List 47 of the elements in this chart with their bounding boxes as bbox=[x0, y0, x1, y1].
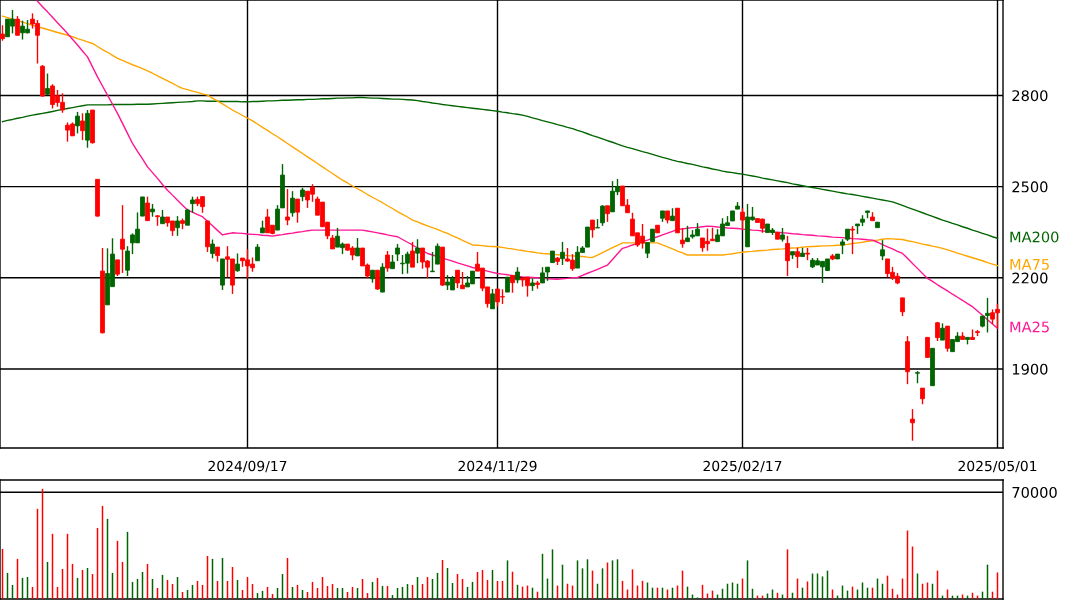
candlestick bbox=[850, 225, 855, 255]
candlestick bbox=[125, 245, 130, 277]
candlestick bbox=[175, 215, 180, 237]
candlestick bbox=[15, 15, 20, 37]
candlestick bbox=[140, 196, 145, 217]
y-tick-label: 2200 bbox=[1012, 272, 1048, 284]
x-tick-label: 2024/09/17 bbox=[208, 460, 287, 473]
candlestick bbox=[945, 325, 950, 353]
candlestick bbox=[925, 336, 930, 359]
series-label: MA200 bbox=[1010, 231, 1059, 243]
candlestick bbox=[415, 238, 420, 264]
candlestick bbox=[120, 204, 125, 274]
candlestick bbox=[795, 247, 800, 269]
candlestick bbox=[430, 251, 435, 273]
x-tick-label: 2025/05/01 bbox=[958, 460, 1037, 473]
candlestick bbox=[410, 241, 415, 268]
y-tick-label: 1900 bbox=[1012, 363, 1048, 375]
y-tick-label: 70000 bbox=[1012, 486, 1057, 498]
candlestick bbox=[385, 250, 390, 273]
line-series bbox=[36, 0, 999, 329]
candlestick bbox=[375, 269, 380, 291]
candlestick bbox=[435, 242, 440, 265]
candlestick bbox=[145, 195, 150, 222]
x-tick-label: 2024/11/29 bbox=[458, 460, 537, 473]
candlestick bbox=[600, 204, 605, 227]
candlestick bbox=[910, 408, 915, 442]
line-series bbox=[1, 15, 999, 267]
series-label: MA75 bbox=[1010, 259, 1049, 270]
candlestick bbox=[75, 111, 80, 135]
candlestick bbox=[80, 112, 85, 141]
candlestick bbox=[740, 207, 745, 231]
y-tick-label: 2500 bbox=[1012, 181, 1048, 193]
y-tick-label: 2800 bbox=[1012, 90, 1048, 102]
candlestick bbox=[560, 241, 565, 266]
candlestick bbox=[880, 239, 885, 261]
candlestick bbox=[210, 238, 215, 260]
candlestick bbox=[680, 227, 685, 249]
series-label: MA25 bbox=[1010, 321, 1049, 333]
candlestick bbox=[290, 190, 295, 218]
candlestick bbox=[235, 252, 240, 273]
x-tick-label: 2025/02/17 bbox=[703, 460, 782, 473]
candlestick bbox=[900, 297, 905, 317]
line-series bbox=[1, 96, 999, 239]
candlestick bbox=[285, 188, 290, 226]
candlestick bbox=[785, 235, 790, 277]
candlestick bbox=[490, 288, 495, 310]
candlestick bbox=[295, 198, 300, 224]
